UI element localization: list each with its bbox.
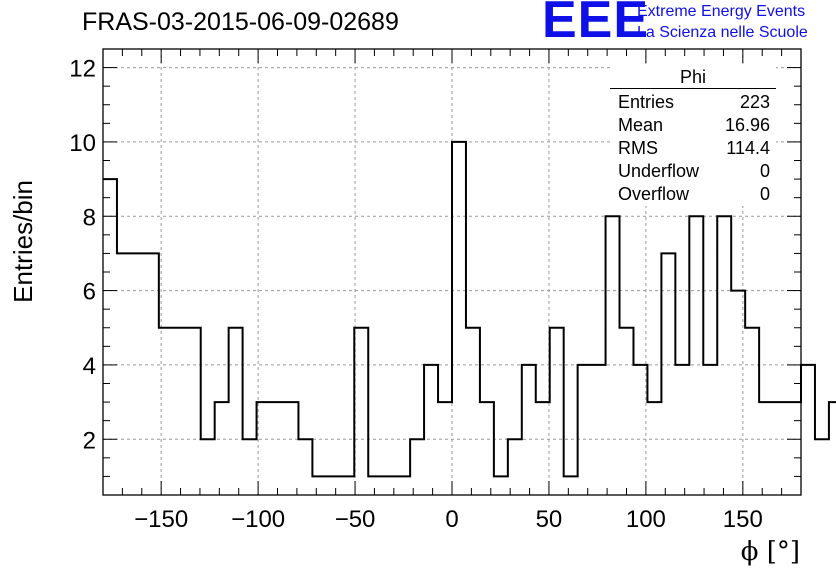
histogram-bin [815, 439, 829, 495]
histogram-bin [675, 365, 689, 495]
histogram-bin [647, 402, 661, 495]
stats-box-title: Phi [679, 67, 706, 87]
y-tick-label: 2 [83, 427, 96, 454]
histogram-bin [592, 365, 606, 495]
histogram-bin [829, 402, 836, 495]
y-tick-label: 6 [83, 279, 96, 306]
y-tick-label: 4 [83, 353, 96, 380]
stats-label: Overflow [618, 184, 690, 204]
x-tick-label: −100 [231, 506, 285, 533]
histogram-bin [578, 365, 592, 495]
histogram-bin [271, 402, 285, 495]
histogram-bin [452, 142, 466, 495]
histogram-bin [550, 328, 564, 495]
stats-value: 223 [739, 92, 770, 112]
histogram-bin [620, 328, 634, 495]
stats-row-entries: Entries 223 [610, 91, 776, 114]
histogram-bin [466, 328, 480, 495]
histogram-bin [243, 439, 257, 495]
histogram-bin [494, 476, 508, 495]
logo-text-line2: La Scienza nelle Scuole [637, 24, 808, 41]
histogram-bin [522, 365, 536, 495]
histogram-bin [745, 328, 759, 495]
histogram-bin [410, 439, 424, 495]
axis-ticks [102, 48, 802, 496]
stats-value: 0 [759, 161, 770, 181]
histogram-bin [396, 476, 410, 495]
stats-row-underflow: Underflow 0 [610, 160, 776, 183]
stats-label: RMS [618, 138, 658, 158]
eee-logo-mark: EEE [542, 0, 650, 49]
stats-row-mean: Mean 16.96 [610, 114, 776, 137]
histogram-bin [173, 328, 187, 495]
histogram-bin [438, 402, 452, 495]
histogram-bin [131, 253, 145, 495]
histogram-outline [103, 140, 836, 478]
x-tick-label: −50 [335, 506, 376, 533]
stats-box-rule [610, 88, 776, 89]
logo-text-line1: Extreme Energy Events [637, 3, 806, 20]
stats-value: 16.96 [724, 115, 770, 135]
histogram-bin [298, 439, 312, 495]
stats-label: Mean [618, 115, 664, 135]
histogram-bin [326, 476, 340, 495]
tick-labels: −150 −100 −50 0 50 100 150 2 4 6 8 10 12 [69, 56, 763, 533]
histogram-bin [229, 328, 243, 495]
histogram-bin [661, 253, 675, 495]
histogram-bin [536, 402, 550, 495]
y-tick-label: 10 [69, 130, 96, 157]
histogram-bin [103, 179, 117, 495]
histogram-bin [340, 476, 354, 495]
stats-row-rms: RMS 114.4 [610, 137, 776, 160]
stats-value: 114.4 [726, 138, 770, 158]
histogram-bin [201, 439, 215, 495]
y-axis-label: Entries/bin [8, 180, 38, 303]
histogram-bin [773, 402, 787, 495]
chart-title: FRAS-03-2015-06-09-02689 [82, 8, 399, 36]
histogram-bin [368, 476, 382, 495]
histogram-bin [703, 365, 717, 495]
histogram-bin [257, 402, 271, 495]
histogram-bin [117, 253, 131, 495]
x-tick-label: −150 [134, 506, 188, 533]
histogram-bin [424, 365, 438, 495]
histogram-bin [689, 216, 703, 495]
x-tick-label: 150 [723, 506, 763, 533]
histogram-bin [606, 216, 620, 495]
histogram-bin [759, 402, 773, 495]
histogram-bin [312, 476, 326, 495]
y-tick-label: 8 [83, 204, 96, 231]
histogram-bin [787, 402, 801, 495]
histogram-bin [145, 253, 159, 495]
histogram-bin [480, 402, 494, 495]
stats-label: Underflow [618, 161, 700, 181]
histogram-bin [801, 365, 815, 495]
histogram-bin [508, 439, 522, 495]
histogram-bin [284, 402, 298, 495]
x-tick-label: 50 [536, 506, 563, 533]
histogram-bins [103, 140, 836, 495]
stats-row-overflow: Overflow 0 [610, 183, 776, 206]
histogram-bin [633, 365, 647, 495]
stats-label: Entries [618, 92, 675, 112]
y-tick-label: 12 [69, 56, 96, 83]
histogram-bin [354, 328, 368, 495]
stats-value: 0 [759, 184, 770, 204]
x-tick-label: 0 [445, 506, 458, 533]
histogram-bin [564, 476, 578, 495]
histogram-bin [215, 402, 229, 495]
x-tick-label: 100 [626, 506, 666, 533]
histogram-bin [187, 328, 201, 495]
stats-box: Phi Entries 223 Mean 16.96 RMS 114.4 Und… [610, 66, 776, 206]
histogram-bin [717, 216, 731, 495]
x-axis-label: ϕ [°] [741, 537, 800, 567]
